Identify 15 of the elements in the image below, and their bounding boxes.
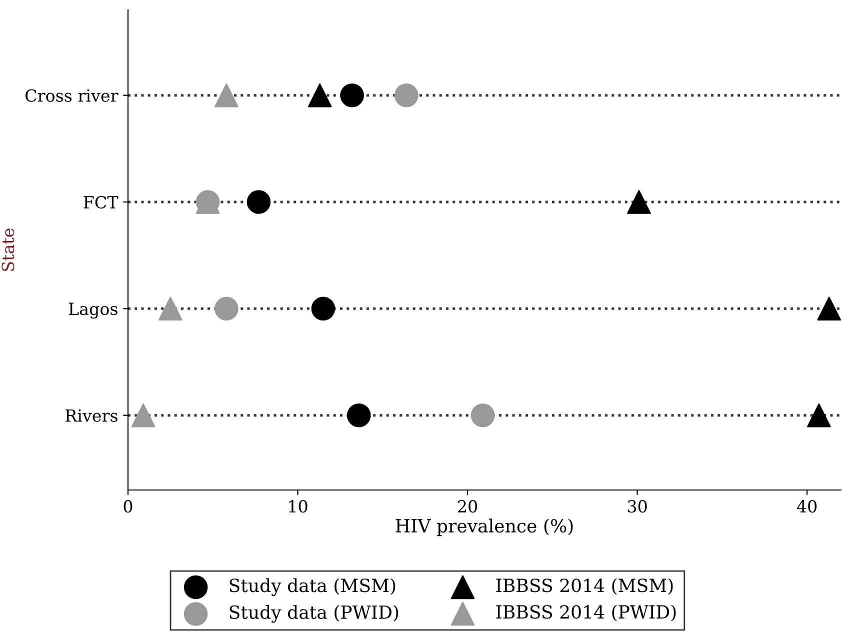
x-tick-label: 30 xyxy=(628,500,647,513)
legend-label: IBBSS 2014 (PWID) xyxy=(496,604,676,622)
y-tick-label: Cross river xyxy=(26,89,118,102)
y-axis-title: State xyxy=(2,228,14,271)
x-tick-label: 0 xyxy=(124,500,132,513)
y-tick-label: Lagos xyxy=(68,302,118,319)
x-axis-title: HIV prevalence (%) xyxy=(396,518,573,536)
legend-label: IBBSS 2014 (MSM) xyxy=(496,578,673,595)
legend-label: Study data (PWID) xyxy=(230,605,398,623)
y-tick-label: Rivers xyxy=(66,409,118,422)
x-tick-label: 40 xyxy=(796,500,817,513)
y-tick-label: FCT xyxy=(84,196,118,209)
x-tick-label: 20 xyxy=(458,500,478,513)
legend-label: Study data (MSM) xyxy=(230,578,396,596)
x-tick-label: 10 xyxy=(289,500,308,513)
